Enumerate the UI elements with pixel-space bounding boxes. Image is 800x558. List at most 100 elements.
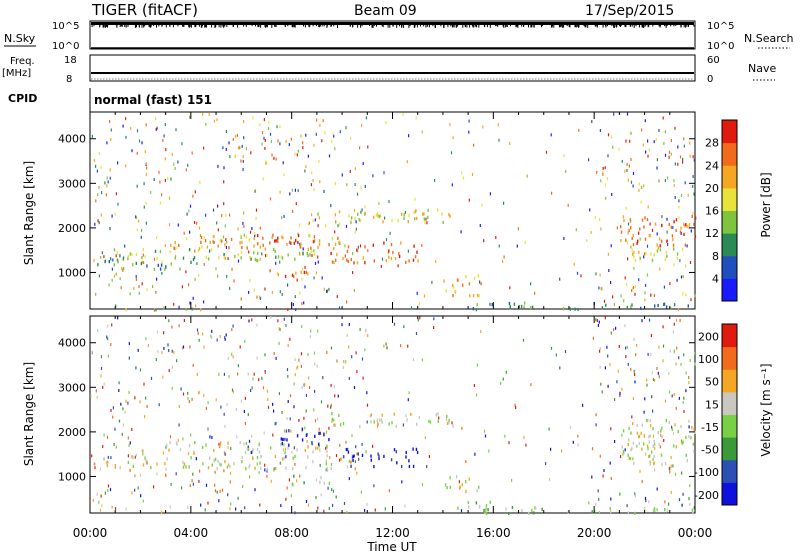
power-echo-cell — [390, 243, 393, 247]
power-speckle — [107, 180, 109, 184]
power-speckle — [611, 193, 613, 196]
velocity-echo-cell — [169, 441, 171, 445]
power-speckle — [225, 238, 227, 242]
velocity-speckle — [614, 398, 616, 401]
velocity-speckle — [139, 368, 142, 372]
velocity-echo-cell — [282, 437, 284, 441]
power-echo-cell — [362, 256, 364, 260]
power-speckle — [300, 134, 302, 138]
power-speckle — [117, 202, 119, 206]
power-speckle — [243, 136, 245, 140]
power-speckle — [199, 234, 201, 238]
velocity-speckle — [291, 450, 293, 454]
power-speckle — [599, 129, 601, 133]
power-speckle — [605, 196, 607, 200]
velocity-echo-cell — [301, 438, 304, 442]
velocity-speckle — [102, 445, 104, 449]
velocity-speckle — [555, 353, 557, 357]
power-speckle — [598, 286, 600, 290]
power-speckle — [627, 222, 630, 226]
velocity-speckle — [643, 410, 645, 414]
velocity-speckle — [145, 337, 147, 341]
power-speckle — [589, 208, 591, 212]
time-tick-label: 04:00 — [174, 526, 209, 540]
velocity-echo-cell — [142, 463, 145, 467]
power-speckle — [389, 231, 391, 235]
velocity-speckle — [223, 412, 225, 416]
power-speckle — [311, 254, 313, 257]
velocity-echo-cell — [219, 443, 221, 447]
power-speckle — [256, 295, 258, 299]
power-echo-cell — [634, 258, 637, 262]
velocity-echo-cell — [428, 419, 430, 423]
velocity-speckle — [244, 339, 246, 343]
power-speckle — [376, 212, 379, 215]
velocity-speckle — [204, 508, 206, 512]
velocity-echo-cell — [227, 441, 229, 445]
power-speckle — [550, 133, 552, 137]
velocity-echo-cell — [182, 465, 185, 469]
power-speckle — [682, 157, 684, 161]
velocity-speckle — [129, 468, 131, 472]
power-speckle — [228, 141, 230, 145]
power-echo-cell — [414, 255, 417, 259]
power-speckle — [616, 226, 618, 230]
power-speckle — [307, 222, 309, 226]
power-speckle — [682, 275, 684, 279]
velocity-speckle — [90, 394, 92, 398]
power-echo-cell — [253, 237, 255, 241]
velocity-speckle — [235, 407, 237, 411]
velocity-speckle — [313, 351, 316, 355]
velocity-echo-cell — [220, 463, 222, 467]
power-speckle — [227, 257, 229, 261]
power-speckle — [468, 119, 470, 123]
power-speckle — [674, 162, 676, 166]
power-speckle — [630, 158, 632, 161]
velocity-echo-cell — [640, 431, 642, 435]
power-echo-cell — [683, 222, 685, 226]
velocity-speckle — [646, 383, 648, 387]
power-speckle — [125, 308, 127, 312]
power-speckle — [310, 183, 312, 187]
velocity-speckle — [294, 358, 296, 362]
velocity-echo-cell — [227, 446, 229, 450]
power-speckle — [242, 168, 244, 171]
velocity-speckle — [569, 426, 572, 429]
power-speckle — [406, 160, 408, 164]
velocity-speckle — [364, 508, 366, 512]
power-echo-cell — [312, 240, 315, 244]
velocity-echo-cell — [185, 465, 187, 469]
power-speckle — [280, 255, 282, 259]
velocity-echo-cell — [357, 452, 359, 456]
velocity-echo-cell — [247, 447, 250, 451]
power-speckle — [225, 245, 227, 249]
power-speckle — [362, 162, 364, 165]
velocity-speckle — [654, 446, 656, 450]
power-speckle — [645, 283, 647, 287]
power-echo-cell — [109, 257, 112, 261]
power-echo-cell — [135, 252, 138, 256]
power-speckle — [186, 237, 188, 241]
velocity-echo-cell — [671, 427, 673, 431]
power-speckle — [631, 289, 633, 293]
power-speckle — [345, 126, 347, 130]
velocity-echo-cell — [690, 436, 692, 440]
power-speckle — [305, 165, 307, 169]
velocity-speckle — [624, 448, 626, 452]
power-speckle — [339, 222, 341, 226]
power-speckle — [251, 227, 253, 230]
power-speckle — [468, 198, 470, 202]
velocity-echo-cell — [528, 511, 530, 515]
power-colorbar-segment — [722, 210, 737, 234]
power-echo-cell — [403, 216, 405, 220]
power-speckle — [680, 194, 683, 197]
power-speckle — [360, 185, 362, 189]
velocity-echo-cell — [294, 454, 296, 458]
velocity-speckle — [200, 503, 202, 507]
velocity-speckle — [315, 478, 317, 482]
power-speckle — [287, 283, 289, 287]
power-echo-cell — [413, 210, 415, 214]
velocity-speckle — [128, 342, 130, 346]
power-echo-cell — [200, 235, 203, 239]
power-speckle — [603, 299, 606, 303]
